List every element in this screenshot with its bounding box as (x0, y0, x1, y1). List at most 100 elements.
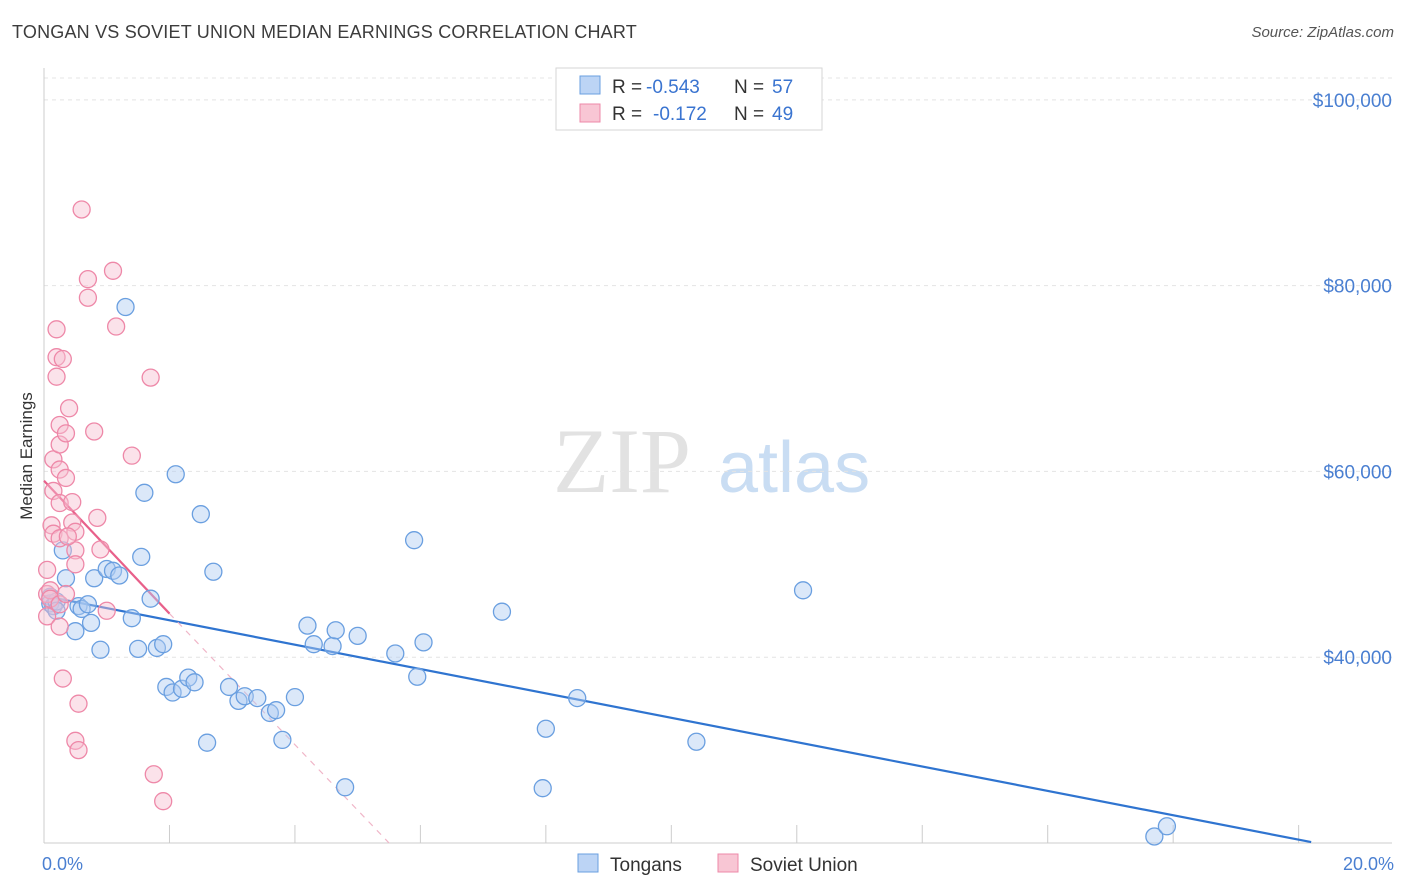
legend-r-label-1: R = (612, 77, 642, 98)
grid (44, 77, 1392, 658)
point-tongans-53 (533, 779, 552, 798)
point-tongans-31 (191, 505, 210, 524)
y-tick-label-3: $100,000 (1313, 91, 1392, 112)
point-tongans-44 (323, 636, 342, 656)
bottom-legend-swatch-tongans (577, 853, 599, 873)
point-soviet-41 (106, 317, 126, 336)
point-soviet-21 (56, 424, 76, 443)
point-soviet-40 (103, 261, 123, 280)
point-tongans-19 (128, 639, 148, 659)
point-soviet-18 (50, 617, 69, 636)
point-tongans-20 (132, 547, 151, 567)
point-tongans-10 (78, 595, 98, 614)
point-soviet-37 (88, 508, 107, 528)
point-tongans-50 (408, 667, 427, 686)
legend-swatch-tongans (579, 75, 601, 95)
point-tongans-49 (404, 531, 424, 550)
legend-box: R = -0.543 N = 57 R = -0.172 N = 49 (555, 67, 823, 131)
legend-n-label-1: N = (734, 77, 764, 98)
point-soviet-27 (66, 541, 85, 560)
point-tongans-58 (1145, 827, 1164, 846)
point-tongans-27 (166, 465, 185, 484)
point-tongans-37 (248, 688, 267, 708)
point-tongans-17 (116, 297, 135, 317)
point-soviet-19 (53, 349, 72, 369)
point-soviet-33 (72, 200, 91, 219)
watermark-atlas: atlas (718, 428, 870, 508)
point-soviet-43 (141, 368, 160, 387)
point-soviet-24 (59, 399, 79, 418)
point-tongans-48 (386, 644, 405, 663)
point-tongans-6 (56, 569, 76, 588)
chart-title: TONGAN VS SOVIET UNION MEDIAN EARNINGS C… (12, 22, 637, 42)
point-tongans-47 (348, 626, 367, 646)
point-tongans-33 (204, 562, 223, 581)
point-tongans-13 (91, 640, 110, 659)
point-soviet-13 (50, 435, 69, 454)
legend-n-value-1: 57 (772, 77, 793, 98)
point-soviet-9 (47, 320, 66, 339)
point-tongans-42 (298, 616, 317, 635)
legend-r-value-1: -0.543 (646, 77, 700, 98)
point-tongans-52 (492, 602, 512, 621)
point-soviet-44 (144, 765, 163, 784)
point-soviet-2 (37, 560, 57, 580)
point-tongans-45 (326, 621, 345, 640)
point-tongans-21 (135, 483, 154, 502)
point-soviet-35 (78, 288, 98, 307)
point-soviet-31 (69, 740, 88, 760)
bottom-legend-swatch-soviet (717, 853, 739, 873)
point-tongans-41 (285, 688, 305, 707)
point-tongans-18 (122, 609, 141, 628)
trend-line-soviet-extension (169, 613, 390, 844)
bottom-legend-tongans: Tongans (610, 855, 682, 876)
point-tongans-59 (1157, 817, 1177, 836)
point-tongans-12 (85, 569, 104, 588)
point-soviet-22 (56, 468, 76, 488)
trend-line-tongans (43, 594, 1312, 844)
point-soviet-34 (78, 269, 98, 289)
y-tick-label-0: $40,000 (1323, 648, 1392, 669)
point-tongans-51 (414, 633, 433, 652)
point-tongans-46 (335, 778, 355, 797)
point-soviet-1 (37, 607, 57, 626)
point-tongans-40 (273, 730, 292, 750)
point-soviet-45 (154, 792, 173, 811)
point-tongans-11 (81, 613, 101, 632)
point-tongans-24 (154, 635, 173, 654)
point-tongans-30 (185, 673, 204, 692)
legend-r-value-2: -0.172 (653, 104, 707, 125)
bottom-legend-soviet: Soviet Union (750, 855, 858, 876)
point-tongans-43 (304, 635, 323, 654)
point-tongans-57 (793, 581, 813, 600)
y-tick-label-1: $60,000 (1323, 462, 1392, 483)
point-soviet-38 (91, 540, 110, 559)
point-soviet-17 (50, 595, 69, 614)
point-soviet-32 (69, 694, 88, 713)
point-soviet-36 (85, 422, 104, 441)
bottom-legend: Tongans Soviet Union (577, 853, 858, 876)
point-soviet-39 (97, 601, 116, 620)
x-tick-label-1: 20.0% (1343, 854, 1394, 874)
point-soviet-11 (47, 367, 66, 386)
point-tongans-22 (141, 589, 160, 608)
point-tongans-55 (568, 688, 587, 708)
y-axis-title: Median Earnings (17, 392, 36, 520)
legend-r-label-2: R = (612, 104, 642, 125)
point-tongans-54 (536, 719, 556, 738)
point-tongans-34 (219, 677, 239, 697)
point-tongans-32 (197, 733, 217, 752)
point-soviet-46 (58, 527, 77, 546)
point-soviet-42 (122, 446, 141, 465)
data-points (37, 200, 1177, 846)
watermark-zip: ZIP (553, 410, 691, 512)
chart-source: Source: ZipAtlas.com (1251, 24, 1394, 41)
trend-lines (43, 479, 1312, 844)
point-tongans-39 (266, 701, 286, 720)
legend-swatch-soviet (579, 103, 601, 123)
trend-line-soviet (43, 479, 171, 615)
x-tick-label-0: 0.0% (42, 854, 83, 874)
point-tongans-16 (110, 566, 129, 585)
point-soviet-25 (63, 492, 82, 512)
